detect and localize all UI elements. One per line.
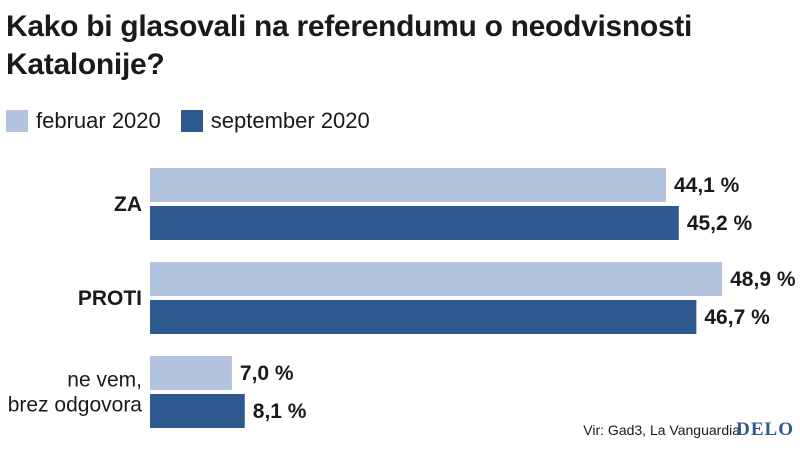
legend-item-september: september 2020 [180,108,370,134]
value-label-0-0: 44,1 % [674,174,740,197]
legend-label-februar: februar 2020 [36,108,161,133]
category-label-1-0: PROTI [78,287,142,310]
value-label-2-0: 7,0 % [240,362,294,385]
category-label-2-1: brez odgovora [8,394,143,417]
value-label-1-0: 48,9 % [730,268,796,291]
legend-swatch-februar [6,110,28,132]
bar-1-0 [150,262,723,296]
legend-label-september: september 2020 [210,108,370,133]
value-label-2-1: 8,1 % [253,400,307,423]
category-label-0-0: ZA [114,193,142,216]
value-label-1-1: 46,7 % [704,306,770,329]
source-note: Vir: Gad3, La Vanguardia [583,422,740,438]
legend-swatch-september [180,110,203,132]
legend-item-februar: februar 2020 [6,108,161,134]
chart-title: Kako bi glasovali na referendumu o neodv… [6,10,693,81]
bar-1-1 [150,300,697,334]
value-label-0-1: 45,2 % [687,212,753,235]
bar-0-1 [150,206,679,240]
chart-legend: februar 2020 september 2020 [6,108,390,134]
delo-logo: DELO [736,419,794,440]
category-label-2-0: ne vem, [67,369,142,392]
bar-2-1 [150,394,245,428]
bar-0-0 [150,168,666,202]
bar-2-0 [150,356,232,390]
